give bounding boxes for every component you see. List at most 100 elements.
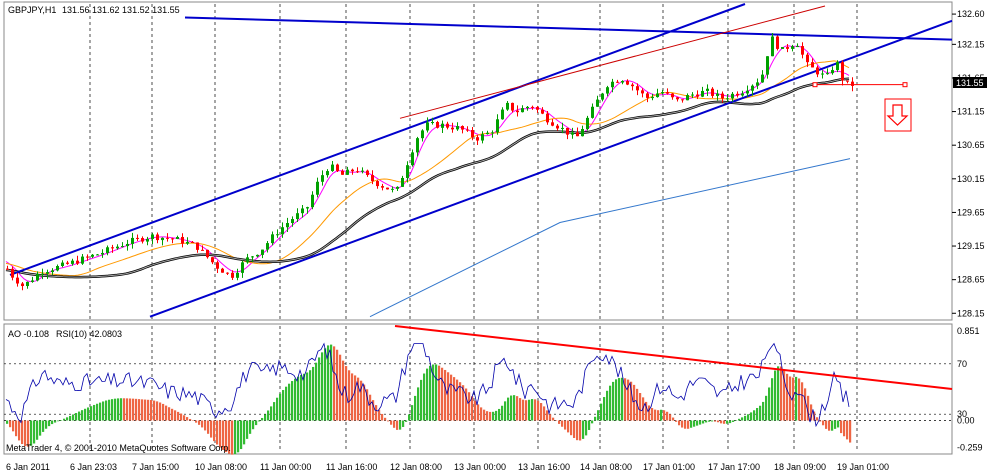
ao-bar: [84, 408, 87, 421]
candle-body: [846, 80, 849, 82]
candle-body: [76, 260, 79, 264]
candle-body: [141, 238, 144, 242]
ao-bar: [750, 412, 753, 421]
candle-body: [666, 92, 669, 94]
ao-tick-label: -0.259: [957, 443, 983, 453]
ao-bar: [585, 420, 588, 436]
candle-body: [16, 277, 19, 284]
candle-body: [631, 84, 634, 87]
ao-bar: [513, 395, 516, 421]
time-tick-label: 17 Jan 17:00: [708, 462, 760, 472]
ao-bar: [726, 420, 729, 424]
ao-bar: [462, 385, 465, 421]
ao-bar: [177, 411, 180, 421]
ao-bar: [657, 410, 660, 421]
ao-bar: [45, 420, 48, 429]
ao-bar: [495, 410, 498, 421]
ao-bar: [837, 420, 840, 428]
candle-body: [541, 109, 544, 114]
ao-bar: [600, 403, 603, 421]
current-price-box: [953, 77, 987, 88]
ao-bar: [99, 402, 102, 421]
ao-bar: [327, 345, 330, 421]
ao-bar: [24, 420, 27, 447]
ao-bar: [678, 420, 681, 426]
time-tick-label: 14 Jan 08:00: [580, 462, 632, 472]
candle-body: [416, 138, 419, 153]
candle-body: [426, 122, 429, 131]
ao-bar: [420, 379, 423, 421]
ao-bar: [279, 393, 282, 421]
time-tick-label: 13 Jan 16:00: [518, 462, 570, 472]
ao-bar: [534, 399, 537, 421]
ao-bar: [162, 403, 165, 421]
ao-bar: [618, 378, 621, 421]
ao-bar: [576, 420, 579, 441]
candle-body: [371, 175, 374, 182]
candle-body: [646, 93, 649, 98]
ao-bar: [405, 420, 408, 422]
ao-bar: [615, 379, 618, 421]
ao-bar: [303, 373, 306, 421]
ao-bar: [606, 390, 609, 421]
ao-bar: [717, 420, 720, 423]
ao-bar: [573, 420, 576, 438]
ao-bar: [567, 420, 570, 433]
ao-bar: [390, 420, 393, 425]
ao-tick-label: 0.851: [957, 326, 980, 336]
time-tick-label: 12 Jan 08:00: [390, 462, 442, 472]
candle-body: [566, 127, 569, 135]
candle-body: [246, 257, 249, 263]
candle-body: [531, 106, 534, 108]
candle-body: [441, 123, 444, 128]
ao-bar: [549, 414, 552, 421]
ao-bar: [297, 376, 300, 421]
ao-bar: [765, 395, 768, 421]
ao-bar: [711, 420, 714, 422]
candle-body: [576, 132, 579, 137]
ao-bar: [846, 420, 849, 440]
ao-bar: [759, 405, 762, 421]
ao-bar: [744, 415, 747, 421]
candle-body: [151, 234, 154, 239]
ao-bar: [474, 400, 477, 421]
ao-bar: [384, 417, 387, 421]
candle-body: [376, 181, 379, 187]
ao-bar: [840, 420, 843, 434]
ao-bar: [792, 377, 795, 421]
ao-bar: [441, 367, 444, 421]
time-tick-label: 18 Jan 09:00: [774, 462, 826, 472]
candle-body: [96, 254, 99, 256]
time-tick-label: 6 Jan 23:03: [70, 462, 117, 472]
candle-body: [801, 46, 804, 55]
ao-bar: [828, 420, 831, 431]
candle-body: [11, 268, 14, 278]
ao-bar: [414, 395, 417, 421]
ao-bar: [498, 408, 501, 421]
ao-bar: [819, 420, 822, 422]
ao-bar: [738, 418, 741, 421]
ao-bar: [447, 372, 450, 421]
down-arrow-icon: [884, 98, 912, 132]
ao-bar: [195, 420, 198, 423]
ao-bar: [621, 377, 624, 421]
time-tick-label: 11 Jan 00:00: [260, 462, 311, 472]
ao-bar: [252, 420, 255, 430]
ao-bar: [624, 378, 627, 421]
ao-bar: [129, 398, 132, 421]
candle-body: [46, 272, 49, 274]
candle-body: [581, 128, 584, 137]
ao-bar: [456, 379, 459, 421]
candle-body: [791, 46, 794, 49]
ao-bar: [57, 420, 60, 422]
ao-bar: [708, 420, 711, 422]
ao-bar: [522, 399, 525, 421]
candle-body: [201, 249, 204, 251]
ao-bar: [459, 382, 462, 421]
ao-bar: [111, 399, 114, 421]
ao-bar: [261, 417, 264, 421]
ao-bar: [216, 420, 219, 445]
ao-bar: [399, 420, 402, 430]
ao-bar: [591, 420, 594, 424]
